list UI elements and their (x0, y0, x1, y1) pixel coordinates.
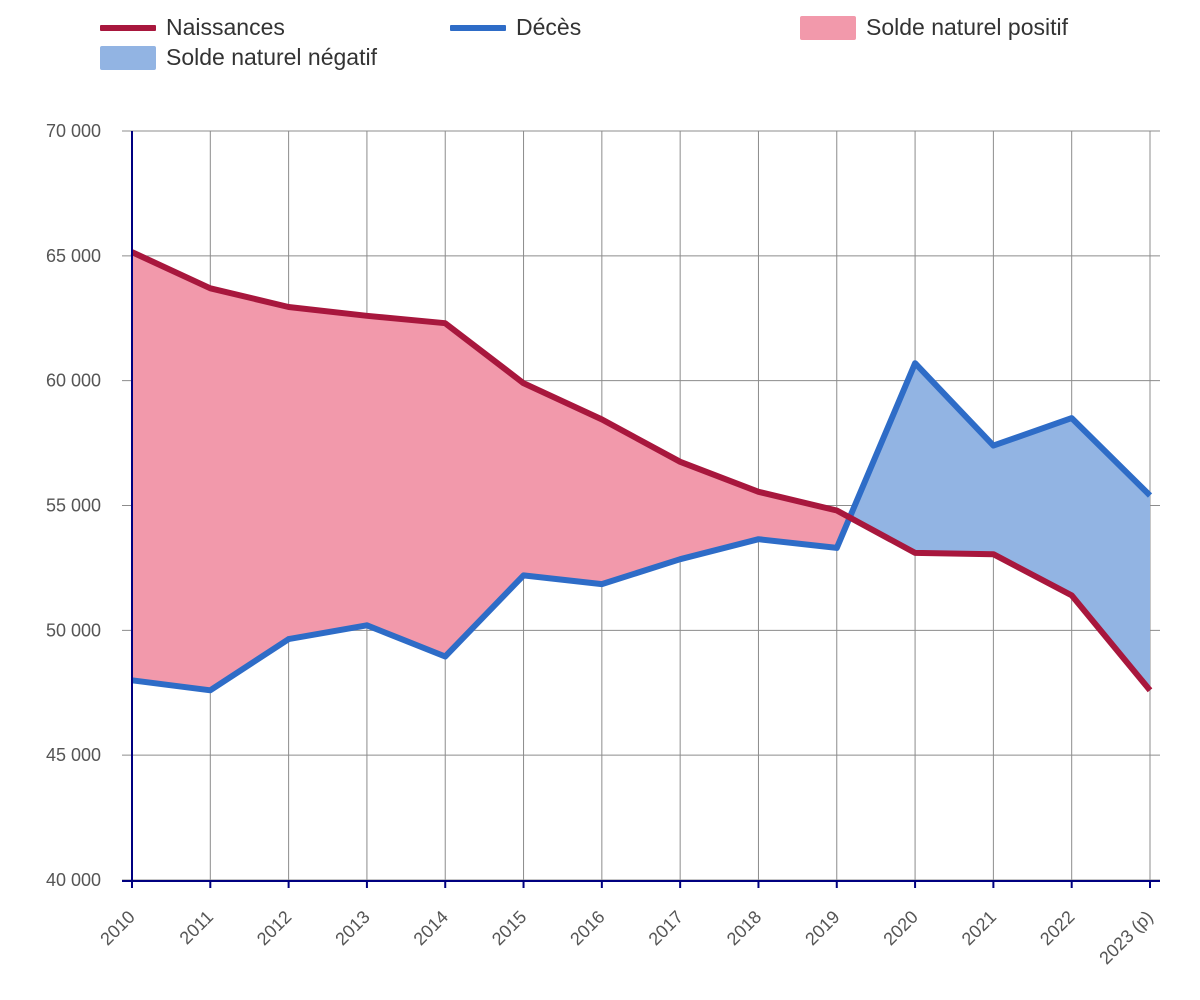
x-tick-label: 2022 (1036, 907, 1078, 949)
legend-swatch-solde-positif (800, 15, 856, 40)
y-tick-label: 55 000 (46, 496, 101, 516)
x-tick-label: 2020 (879, 907, 921, 949)
line-deces (131, 360, 1153, 694)
legend-item-solde-positif[interactable]: Solde naturel positif (800, 14, 1068, 41)
chart-legend: Naissances Décès Solde naturel positif S… (0, 0, 1200, 90)
x-tick-label: 2012 (253, 907, 295, 949)
x-tick-label: 2016 (566, 907, 608, 949)
y-tick-label: 40 000 (46, 870, 101, 890)
x-tick-label: 2019 (801, 907, 843, 949)
x-tick-label: 2014 (410, 907, 452, 949)
legend-swatch-solde-negatif (100, 45, 156, 70)
legend-label-deces: Décès (516, 14, 582, 40)
x-tick-label: 2023 (p) (1095, 907, 1157, 969)
legend-line-deces (450, 24, 506, 31)
legend-label-solde-negatif: Solde naturel négatif (166, 44, 377, 70)
y-tick-label: 65 000 (46, 246, 101, 266)
y-tick-label: 60 000 (46, 371, 101, 391)
area-solde-positif (132, 252, 850, 691)
y-tick-label: 45 000 (46, 745, 101, 765)
x-tick-label: 2013 (331, 907, 373, 949)
x-tick-label: 2018 (723, 907, 765, 949)
legend-label-naissances: Naissances (166, 14, 285, 40)
area-solde-negatif (849, 363, 1150, 691)
x-tick-label: 2017 (645, 907, 687, 949)
line-naissances (130, 249, 1153, 693)
x-tick-label: 2021 (958, 907, 1000, 949)
legend-line-naissances (100, 24, 156, 31)
legend-item-solde-negatif[interactable]: Solde naturel négatif (100, 44, 377, 71)
legend-label-solde-positif: Solde naturel positif (866, 14, 1069, 40)
x-tick-label: 2010 (96, 907, 138, 949)
y-tick-label: 50 000 (46, 620, 101, 640)
x-tick-label: 2015 (488, 907, 530, 949)
x-tick-label: 2011 (176, 907, 218, 949)
y-tick-label: 70 000 (46, 121, 101, 141)
legend-item-naissances[interactable]: Naissances (100, 14, 285, 41)
legend-item-deces[interactable]: Décès (450, 14, 581, 41)
